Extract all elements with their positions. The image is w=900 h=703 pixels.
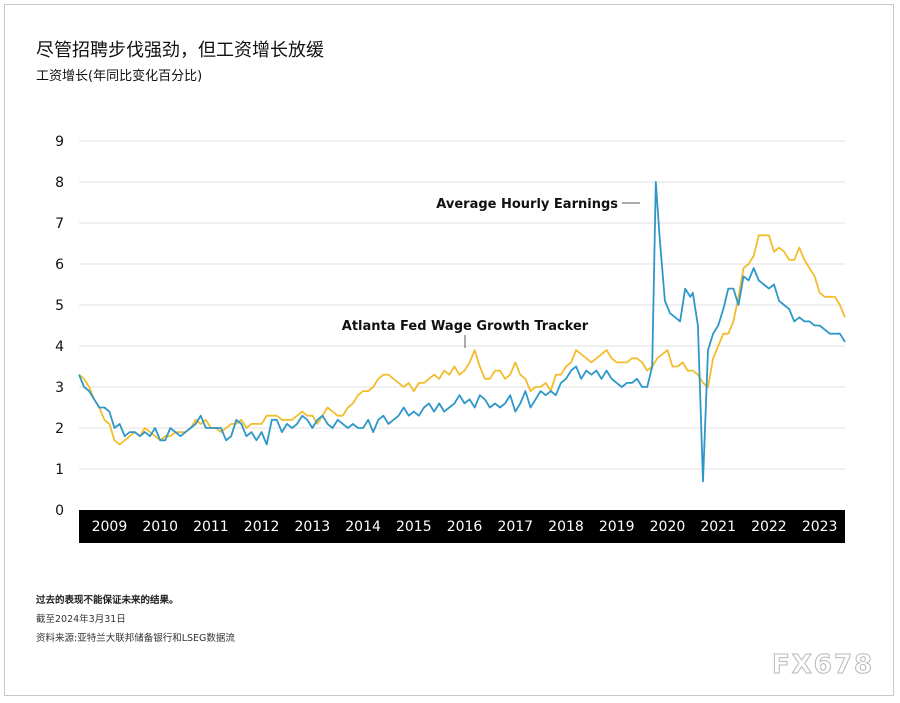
x-tick-label: 2017 — [497, 519, 533, 535]
x-tick-label: 2015 — [396, 519, 432, 535]
x-axis-band — [79, 510, 845, 543]
x-tick-label: 2020 — [650, 519, 686, 535]
y-axis-ticks: 0 1 2 3 4 5 6 7 8 9 — [55, 134, 64, 519]
x-tick-label: 2022 — [751, 519, 787, 535]
x-tick-label: 2023 — [802, 519, 838, 535]
gridlines — [79, 140, 845, 470]
series-label-atlanta: Atlanta Fed Wage Growth Tracker — [342, 319, 589, 334]
x-tick-label: 2012 — [244, 519, 280, 535]
chart-title: 尽管招聘步伐强劲，但工资增长放缓 — [36, 40, 324, 61]
x-tick-label: 2018 — [548, 519, 584, 535]
y-tick-label: 7 — [55, 216, 64, 232]
y-tick-label: 9 — [55, 134, 64, 150]
x-tick-label: 2014 — [345, 519, 381, 535]
y-tick-label: 8 — [55, 175, 64, 191]
y-tick-label: 2 — [55, 421, 64, 437]
series-line-atlanta — [78, 234, 846, 446]
series-labels: Average Hourly Earnings Atlanta Fed Wage… — [342, 197, 640, 348]
source-note: 资料来源:亚特兰大联邦储备银行和LSEG数据流 — [36, 633, 235, 644]
watermark-logo: FX678 — [771, 650, 875, 681]
chart-frame — [4, 4, 894, 696]
y-tick-label: 6 — [55, 257, 64, 273]
x-tick-label: 2016 — [447, 519, 483, 535]
chart-subtitle: 工资增长(年同比变化百分比) — [36, 69, 203, 84]
y-tick-label: 3 — [55, 380, 64, 396]
x-tick-label: 2009 — [92, 519, 128, 535]
y-tick-label: 4 — [55, 339, 64, 355]
x-tick-label: 2010 — [142, 519, 178, 535]
y-tick-label: 1 — [55, 462, 64, 478]
y-tick-label: 5 — [55, 298, 64, 314]
series-label-ahe: Average Hourly Earnings — [436, 197, 618, 212]
y-tick-label: 0 — [55, 503, 64, 519]
series-lines — [78, 181, 846, 483]
series-line-ahe — [78, 181, 846, 483]
footnotes: 过去的表现不能保证未来的结果。 截至2024年3月31日 资料来源:亚特兰大联邦… — [36, 592, 235, 649]
x-tick-label: 2019 — [599, 519, 635, 535]
x-axis-ticks: 2009 2010 2011 2012 2013 2014 2015 2016 2017 2018… — [92, 519, 838, 535]
x-tick-label: 2021 — [700, 519, 736, 535]
as-of-note: 截至2024年3月31日 — [36, 614, 126, 625]
x-tick-label: 2013 — [295, 519, 331, 535]
x-tick-label: 2011 — [193, 519, 229, 535]
disclaimer-note: 过去的表现不能保证未来的结果。 — [36, 595, 179, 606]
